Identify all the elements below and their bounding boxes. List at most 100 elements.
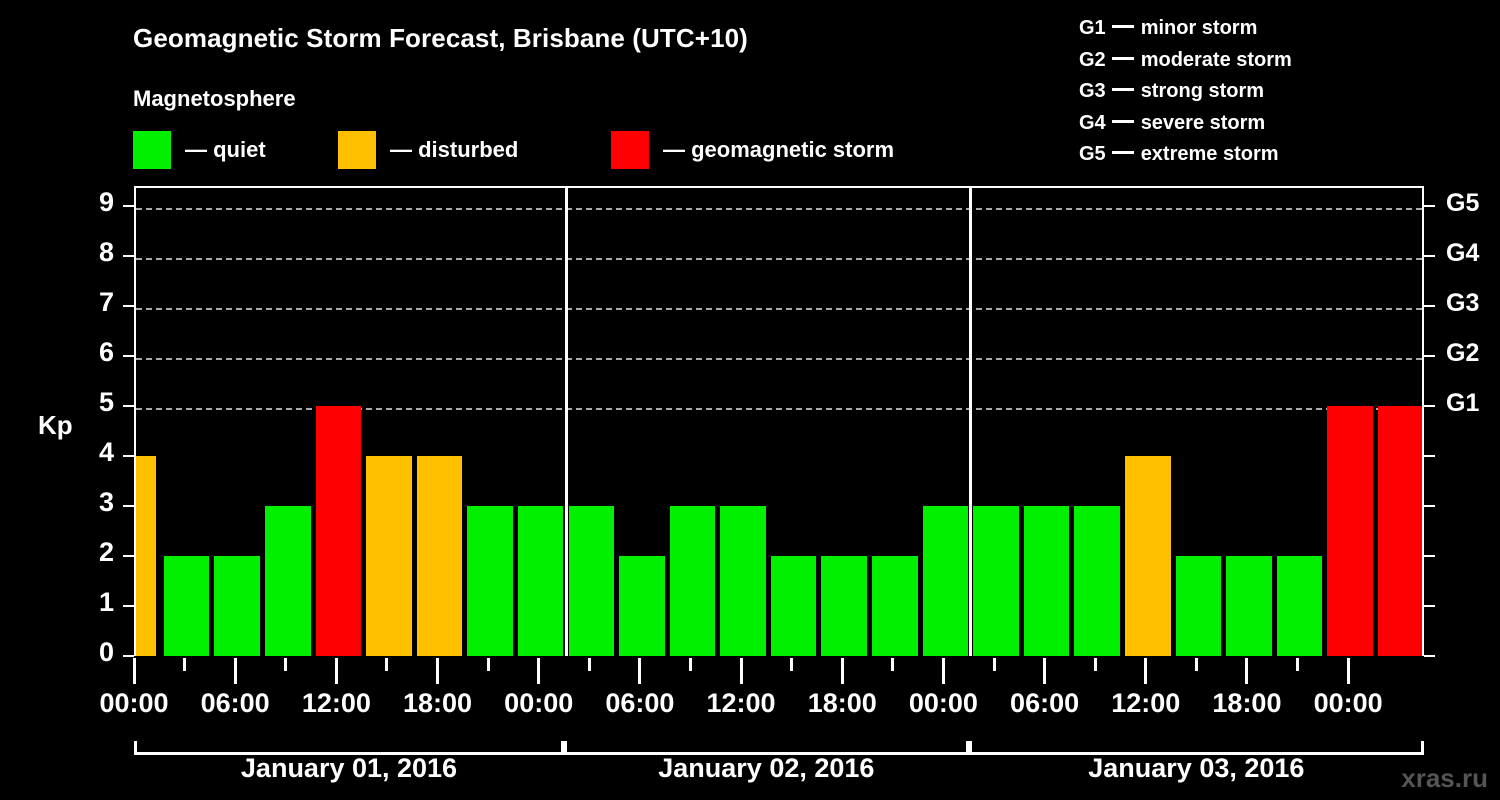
g-scale-desc: moderate storm [1140, 48, 1292, 71]
page-title: Geomagnetic Storm Forecast, Brisbane (UT… [133, 23, 748, 53]
right-minor-tick [1424, 655, 1435, 657]
right-tick [1424, 255, 1435, 257]
bar [517, 506, 564, 656]
em-dash-icon [1111, 151, 1134, 155]
y-tick-label: 8 [98, 237, 114, 267]
bar [669, 506, 716, 656]
x-tick-label: 06:00 [200, 688, 270, 718]
y-axis-title: Kp [38, 410, 73, 440]
x-major-tick [1144, 658, 1148, 684]
gridline-kp-7 [136, 308, 1422, 310]
x-minor-tick [790, 658, 794, 671]
gridline-kp-9 [136, 208, 1422, 210]
em-dash-icon [1111, 25, 1134, 29]
right-tick-label-g2: G2 [1446, 339, 1480, 367]
bar [770, 556, 817, 656]
watermark: xras.ru [1401, 763, 1488, 793]
legend-label-geomagnetic-storm: — geomagnetic storm [663, 137, 895, 162]
g-scale-code: G5 [1079, 143, 1106, 165]
x-major-tick [334, 658, 338, 684]
x-tick-label: 06:00 [1010, 688, 1080, 718]
bar [1074, 506, 1120, 656]
y-tick-label: 4 [98, 437, 114, 467]
y-tick [123, 405, 134, 407]
y-tick-label: 2 [98, 537, 114, 567]
legend-item-geomagnetic-storm: — geomagnetic storm [611, 131, 894, 169]
y-tick [123, 205, 134, 207]
right-minor-tick [1424, 605, 1435, 607]
right-tick [1424, 405, 1435, 407]
x-minor-tick [1296, 658, 1300, 671]
right-tick [1424, 355, 1435, 357]
legend-swatch-quiet [133, 131, 171, 169]
x-tick-label: 12:00 [706, 688, 776, 718]
y-tick [123, 655, 134, 657]
x-minor-tick [891, 658, 895, 671]
legend-label-disturbed: — disturbed [390, 137, 519, 162]
y-tick-label: 1 [98, 587, 114, 617]
g-scale-legend: G1 minor storm G2 moderate storm G3 strong st… [1079, 13, 1292, 171]
x-minor-tick [486, 658, 490, 671]
bar [136, 456, 157, 656]
x-tick-label: 00:00 [504, 688, 574, 718]
day-bracket [968, 741, 1424, 755]
x-minor-tick [587, 658, 591, 671]
g-scale-desc: strong storm [1140, 80, 1265, 102]
bar [720, 506, 766, 656]
x-major-tick [739, 658, 743, 684]
y-tick-label: 7 [98, 287, 114, 317]
x-minor-tick [688, 658, 692, 671]
bar [1276, 556, 1323, 656]
x-minor-tick [284, 658, 288, 671]
x-minor-tick [183, 658, 187, 671]
day-bracket [564, 741, 969, 755]
legend-swatch-disturbed [338, 131, 376, 169]
x-tick-label: 18:00 [807, 688, 877, 718]
right-tick-label-g1: G1 [1446, 389, 1480, 417]
bar [872, 556, 918, 656]
x-major-tick [840, 658, 844, 684]
x-major-tick [941, 658, 945, 684]
bar [264, 506, 311, 656]
x-major-tick [436, 658, 440, 684]
bar [467, 506, 513, 656]
right-tick [1424, 305, 1435, 307]
day-separator [564, 188, 568, 656]
x-major-tick [537, 658, 541, 684]
x-minor-tick [1093, 658, 1097, 671]
legend-item-quiet: — quiet [133, 131, 266, 169]
right-tick-label-g4: G4 [1446, 239, 1480, 267]
legend-label-quiet: — quiet [185, 137, 266, 162]
g-scale-desc: severe storm [1140, 111, 1266, 134]
x-tick-label: 18:00 [402, 688, 473, 718]
y-tick [123, 505, 134, 507]
x-tick-label: 00:00 [908, 688, 978, 718]
y-tick [123, 555, 134, 557]
bar [1226, 556, 1272, 656]
bar [821, 556, 868, 656]
em-dash-icon [1111, 56, 1134, 60]
right-tick-label-g5: G5 [1446, 189, 1480, 217]
right-minor-tick [1424, 555, 1435, 557]
g-scale-code: G2 [1079, 48, 1106, 71]
legend-swatch-geomagnetic-storm [611, 131, 649, 169]
right-minor-tick [1424, 505, 1435, 507]
right-minor-tick [1424, 455, 1435, 457]
day-label: January 01, 2016 [240, 753, 458, 783]
bar [315, 406, 362, 656]
bar-series [136, 188, 1422, 656]
x-tick-label: 00:00 [1313, 688, 1383, 718]
right-tick [1424, 205, 1435, 207]
y-tick-label: 9 [98, 187, 114, 217]
g-scale-row-g2: G2 moderate storm [1079, 45, 1292, 77]
y-tick-label: 3 [98, 487, 114, 517]
y-tick-label: 5 [98, 387, 114, 417]
x-minor-tick [992, 658, 996, 671]
y-tick [123, 305, 134, 307]
y-tick [123, 355, 134, 357]
em-dash-icon [1111, 88, 1134, 92]
x-major-tick [1346, 658, 1350, 684]
bar [922, 506, 969, 656]
g-scale-row-g1: G1 minor storm [1079, 13, 1292, 45]
x-tick-label: 06:00 [605, 688, 675, 718]
